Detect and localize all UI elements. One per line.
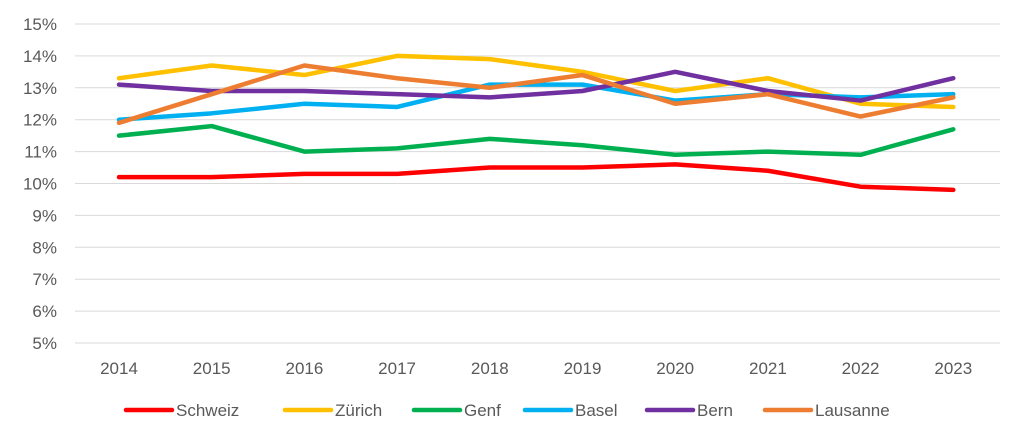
x-tick-label-2018: 2018 (471, 359, 509, 378)
series-line-lausanne (116, 63, 956, 126)
x-tick-label-2023: 2023 (934, 359, 972, 378)
x-tick-label-2022: 2022 (842, 359, 880, 378)
y-tick-label-14pct: 14% (23, 47, 57, 66)
series-line-genf (116, 123, 956, 158)
y-tick-label-10pct: 10% (23, 175, 57, 194)
series-line-zurich (116, 53, 956, 110)
legend: Schweiz Zürich Genf Basel Bern Lausanne (123, 401, 890, 420)
legend-item-schweiz: Schweiz (123, 401, 239, 420)
y-tick-label-7pct: 7% (32, 270, 57, 289)
x-tick-label-2020: 2020 (656, 359, 694, 378)
x-tick-label-2015: 2015 (193, 359, 231, 378)
y-tick-label-11pct: 11% (24, 143, 57, 162)
x-tick-label-2019: 2019 (564, 359, 602, 378)
legend-label-zurich: Zürich (335, 401, 382, 420)
y-axis: 5% 6% 7% 8% 9% 10% 11% 12% 13% 14% 15% (23, 15, 57, 353)
legend-item-basel: Basel (522, 401, 618, 420)
series-line-schweiz (116, 162, 956, 193)
y-tick-label-5pct: 5% (32, 334, 57, 353)
legend-label-schweiz: Schweiz (176, 401, 239, 420)
x-tick-label-2016: 2016 (285, 359, 323, 378)
y-tick-label-13pct: 13% (23, 79, 57, 98)
x-tick-label-2021: 2021 (749, 359, 787, 378)
legend-item-lausanne: Lausanne (762, 401, 890, 420)
x-axis: 2014 2015 2016 2017 2018 2019 2020 2021 2022 2023 (100, 359, 972, 378)
y-tick-label-8pct: 8% (32, 238, 57, 257)
legend-label-basel: Basel (575, 401, 618, 420)
legend-label-bern: Bern (697, 401, 733, 420)
series-lines (116, 53, 956, 193)
gridlines (75, 23, 1000, 344)
legend-label-genf: Genf (464, 401, 501, 420)
legend-item-zurich: Zürich (282, 401, 382, 420)
x-tick-label-2014: 2014 (100, 359, 138, 378)
legend-label-lausanne: Lausanne (815, 401, 890, 420)
y-tick-label-15pct: 15% (23, 15, 57, 34)
legend-item-genf: Genf (411, 401, 501, 420)
y-tick-label-6pct: 6% (32, 302, 57, 321)
y-tick-label-9pct: 9% (32, 206, 57, 225)
x-tick-label-2017: 2017 (378, 359, 416, 378)
y-tick-label-12pct: 12% (23, 111, 57, 130)
legend-item-bern: Bern (644, 401, 733, 420)
series-line-bern (116, 69, 956, 103)
